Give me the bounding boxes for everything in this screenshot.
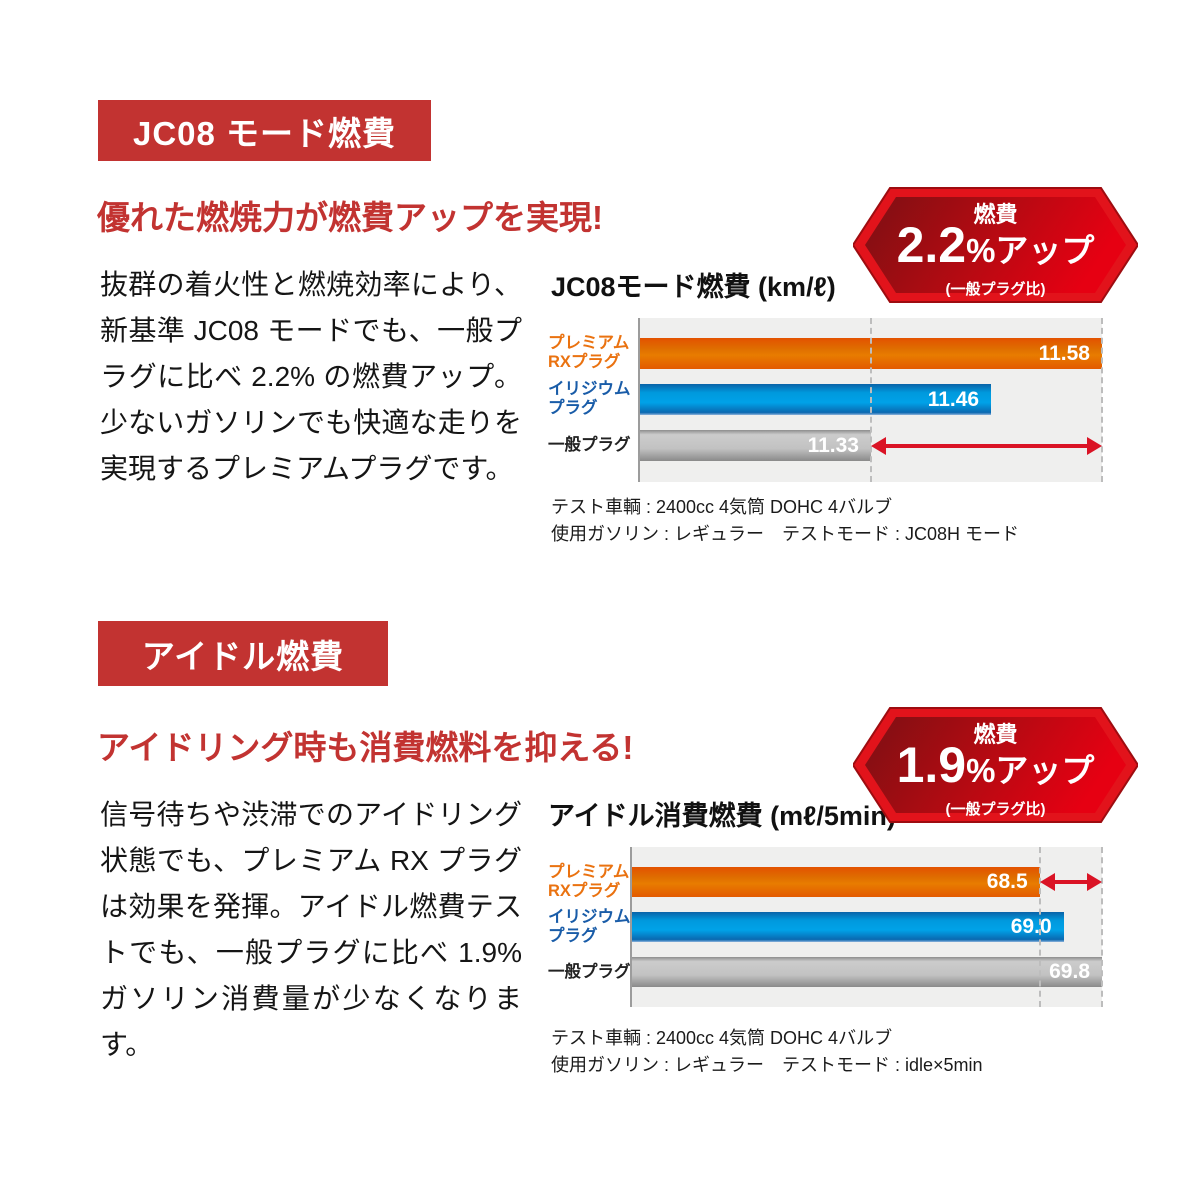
chart2-dashed-guide-line: [1038, 847, 1041, 1007]
chart2-value-premium-rx: 68.5: [986, 870, 1028, 893]
chart1-value-standard: 11.33: [807, 433, 859, 457]
chart1-footnote-line2: 使用ガソリン : レギュラー テストモード : JC08H モード: [551, 524, 1020, 544]
chart2-bar-iridium: 69.0: [632, 912, 1064, 942]
chart1-value-iridium: 11.46: [927, 387, 980, 411]
chart1-label-premium-rx: プレミアム RXプラグ: [548, 334, 630, 371]
arrow-line: [879, 443, 1094, 448]
hexagon-note: (一般プラグ比): [945, 801, 1046, 818]
hexagon-percent: 1.9: [896, 737, 967, 793]
hexagon-value: 2.2%アップ: [853, 216, 1138, 274]
section1-body-text: 抜群の着火性と燃焼効率により、新基準 JC08 モードでも、一般プラグに比べ 2…: [100, 269, 522, 484]
chart2-difference-arrow: [1039, 873, 1102, 891]
chart2-plot-area: 68.5 69.0 69.8: [630, 847, 1103, 1007]
chart2-bar-standard: 69.8: [632, 957, 1102, 987]
section2-callout-hexagon: 燃費 1.9%アップ (一般プラグ比): [853, 706, 1138, 824]
hexagon-shape: [853, 707, 1138, 823]
arrow-line: [1047, 880, 1094, 884]
chart1-label-standard: 一般プラグ: [548, 435, 631, 454]
chart2-dashed-guide-line: [1101, 847, 1103, 1007]
chart1-dashed-guide-line: [1101, 318, 1103, 482]
chart1-difference-arrow: [871, 436, 1102, 455]
chart2-title: アイドル消費燃費 (mℓ/5min): [548, 801, 896, 831]
chart2-value-standard: 69.8: [1049, 960, 1090, 983]
chart2-footnote-line2: 使用ガソリン : レギュラー テストモード : idle×5min: [551, 1055, 983, 1075]
chart2-footnotes: テスト車輌 : 2400cc 4気筒 DOHC 4バルブ 使用ガソリン : レギ…: [551, 1025, 983, 1079]
chart1-label-iridium: イリジウム プラグ: [548, 380, 631, 417]
chart1-plot-area: 11.58 11.46 11.33: [638, 318, 1103, 482]
chart1-footnote-line1: テスト車輌 : 2400cc 4気筒 DOHC 4バルブ: [551, 497, 893, 517]
section2-body-text: 信号待ちや渋滞でのアイドリング状態でも、プレミアム RX プラグは効果を発揮。ア…: [100, 799, 522, 1060]
arrow-left-head-icon: [871, 436, 886, 455]
chart2-label-premium-rx: プレミアム RXプラグ: [548, 863, 630, 900]
chart2-value-iridium: 69.0: [1010, 915, 1052, 938]
section1-badge: JC08 モード燃費: [98, 100, 431, 161]
chart2-footnote-line1: テスト車輌 : 2400cc 4気筒 DOHC 4バルブ: [551, 1028, 893, 1048]
chart1-bar-standard: 11.33: [640, 430, 871, 461]
chart1-value-premium-rx: 11.58: [1038, 341, 1090, 365]
section1-callout-hexagon: 燃費 2.2%アップ (一般プラグ比): [853, 186, 1138, 304]
arrow-right-head-icon: [1087, 436, 1102, 455]
hexagon-suffix: %アップ: [966, 752, 1095, 789]
hexagon-note: (一般プラグ比): [945, 281, 1046, 298]
hexagon-label: 燃費: [973, 202, 1018, 227]
chart1-footnotes: テスト車輌 : 2400cc 4気筒 DOHC 4バルブ 使用ガソリン : レギ…: [551, 494, 1019, 548]
hexagon-value: 1.9%アップ: [853, 736, 1138, 794]
hexagon-shape: [853, 187, 1138, 303]
chart1-dashed-guide-line: [870, 318, 872, 482]
chart2-label-iridium: イリジウム プラグ: [548, 908, 631, 945]
arrow-left-head-icon: [1039, 873, 1055, 891]
hexagon-suffix: %アップ: [966, 232, 1095, 269]
section2-headline: アイドリング時も消費燃料を抑える!: [97, 729, 634, 766]
chart1-title: JC08モード燃費 (km/ℓ): [551, 272, 836, 302]
arrow-right-head-icon: [1086, 873, 1102, 891]
chart2-label-standard: 一般プラグ: [548, 962, 631, 981]
chart2-bar-premium-rx: 68.5: [632, 867, 1040, 897]
section2-badge: アイドル燃費: [98, 621, 388, 686]
section1-headline: 優れた燃焼力が燃費アップを実現!: [97, 199, 603, 236]
chart1-bar-iridium: 11.46: [640, 384, 992, 415]
hexagon-label: 燃費: [973, 722, 1018, 747]
hexagon-percent: 2.2: [896, 217, 967, 273]
